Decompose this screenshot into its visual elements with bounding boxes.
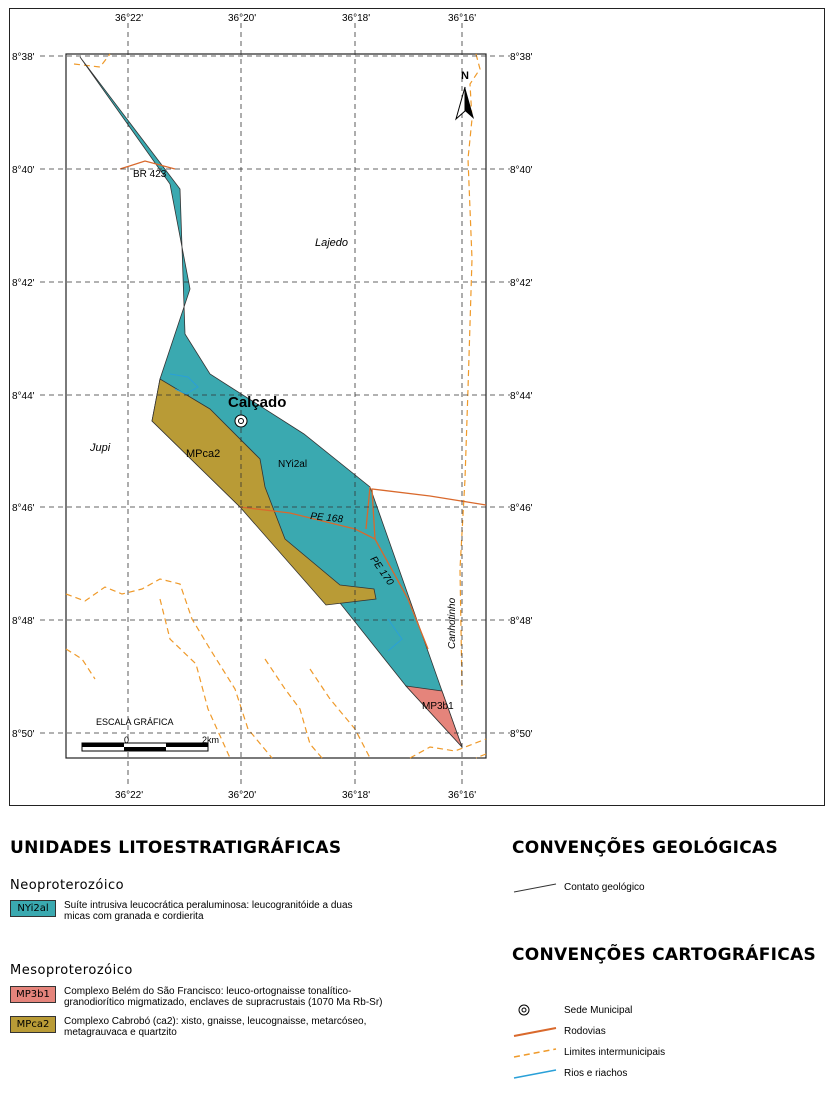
left-lat-label: 8°38'	[12, 52, 35, 63]
unit-swatch: NYi2al	[10, 900, 56, 917]
scale-bar	[81, 742, 209, 752]
left-lat-label: 8°44'	[12, 391, 35, 402]
unit-label-mp3b1: MP3b1	[422, 701, 454, 712]
municipal-limits	[65, 53, 487, 759]
left-lat-label: 8°50'	[12, 729, 35, 740]
north-arrow-icon	[455, 86, 474, 121]
sede-municipal-icon	[512, 1003, 558, 1017]
unit-description: Suíte intrusiva leucocrática peraluminos…	[64, 900, 353, 922]
top-lon-label: 36°22'	[115, 13, 143, 24]
legend-unit-mpca2: MPca2 Complexo Cabrobó (ca2): xisto, gna…	[10, 1016, 384, 1038]
road-label-pe168: PE 168	[310, 511, 344, 525]
unit-swatch: MP3b1	[10, 986, 56, 1003]
legend-rodovias: Rodovias	[512, 1024, 606, 1038]
right-lat-label: 8°38'	[510, 52, 533, 63]
bottom-lon-label: 36°18'	[342, 790, 370, 801]
map-neatline	[65, 53, 487, 759]
bottom-lon-label: 36°20'	[228, 790, 256, 801]
sede-label: Sede Municipal	[564, 1004, 633, 1016]
north-label: N	[461, 70, 469, 82]
graticule	[40, 23, 510, 787]
units-legend-title: UNIDADES LITOESTRATIGRÁFICAS	[10, 838, 342, 858]
sede-municipal-icon	[234, 414, 248, 428]
top-lon-label: 36°18'	[342, 13, 370, 24]
legend-sede: Sede Municipal	[512, 1003, 632, 1017]
road-line-icon	[512, 1024, 558, 1038]
bottom-lon-label: 36°16'	[448, 790, 476, 801]
era-mesoproterozoic: Mesoproterozóico	[10, 963, 133, 978]
era-neoproterozoic: Neoproterozóico	[10, 878, 125, 893]
unit-mp3b1-area	[404, 685, 463, 748]
road-label-br423: BR 423	[133, 169, 167, 180]
municipal-limit-line-icon	[512, 1045, 558, 1059]
left-lat-label: 8°40'	[12, 165, 35, 176]
top-lon-label: 36°16'	[448, 13, 476, 24]
contact-line-icon	[512, 880, 558, 894]
right-lat-label: 8°40'	[510, 165, 533, 176]
rodovias-label: Rodovias	[564, 1025, 606, 1037]
legend-contact: Contato geológico	[512, 880, 645, 894]
legend-limites: Limites intermunicipais	[512, 1045, 665, 1059]
scale-zero: 0	[124, 735, 129, 745]
left-lat-label: 8°48'	[12, 616, 35, 627]
top-lon-label: 36°20'	[228, 13, 256, 24]
roads	[119, 160, 487, 650]
legend-unit-mp3b1: MP3b1 Complexo Belém do São Francisco: l…	[10, 986, 404, 1008]
left-lat-label: 8°46'	[12, 503, 35, 514]
scale-end: 2km	[202, 735, 219, 745]
place-canhotinho: Canhotinho	[447, 597, 458, 649]
unit-label-nyi2al: NYi2al	[278, 459, 307, 470]
carto-conventions-title: CONVENÇÕES CARTOGRÁFICAS	[512, 945, 817, 965]
geologic-map-frame: 36°22' 36°20' 36°18' 36°16' 36°22' 36°20…	[9, 8, 825, 806]
legend-unit-nyi2al: NYi2al Suíte intrusiva leucocrática pera…	[10, 900, 364, 922]
unit-description: Complexo Belém do São Francisco: leuco-o…	[64, 986, 383, 1008]
scale-title: ESCALA GRÁFICA	[96, 717, 174, 727]
unit-label-mpca2: MPca2	[186, 448, 220, 460]
rivers	[169, 373, 403, 652]
right-lat-label: 8°46'	[510, 503, 533, 514]
unit-mpca2-area	[151, 378, 377, 606]
legend-rios: Rios e riachos	[512, 1066, 627, 1080]
geologic-map: 36°22' 36°20' 36°18' 36°16' 36°22' 36°20…	[12, 13, 533, 801]
right-lat-label: 8°48'	[510, 616, 533, 627]
left-lat-label: 8°42'	[12, 278, 35, 289]
unit-description: Complexo Cabrobó (ca2): xisto, gnaisse, …	[64, 1016, 367, 1038]
right-lat-label: 8°42'	[510, 278, 533, 289]
rios-label: Rios e riachos	[564, 1067, 628, 1079]
place-jupi: Jupi	[89, 442, 111, 454]
place-calcado: Calçado	[228, 394, 286, 411]
limites-label: Limites intermunicipais	[564, 1046, 666, 1058]
contact-label: Contato geológico	[564, 881, 645, 893]
right-lat-label: 8°44'	[510, 391, 533, 402]
right-lat-label: 8°50'	[510, 729, 533, 740]
river-line-icon	[512, 1066, 558, 1080]
place-lajedo: Lajedo	[315, 237, 348, 249]
unit-swatch: MPca2	[10, 1016, 56, 1033]
bottom-lon-label: 36°22'	[115, 790, 143, 801]
geo-conventions-title: CONVENÇÕES GEOLÓGICAS	[512, 838, 779, 858]
